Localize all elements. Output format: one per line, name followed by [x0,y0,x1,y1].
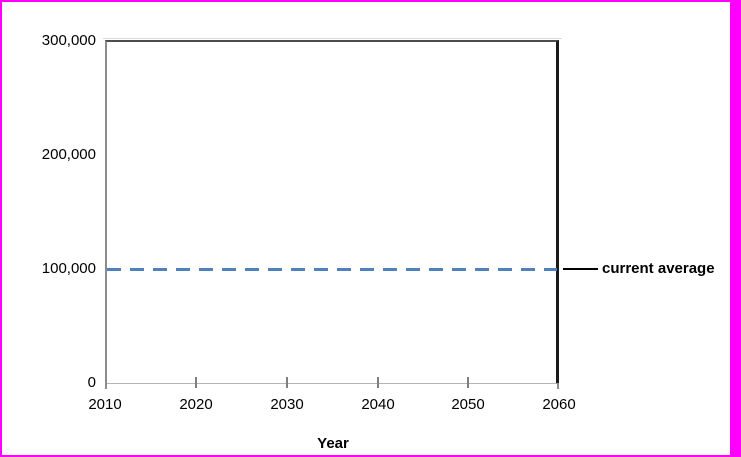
x-axis-tick-label: 2010 [88,396,122,413]
y-axis-tick-label: 200,000 [41,146,96,163]
y-axis-tick-label: 300,000 [41,32,96,49]
x-axis-tick-mark [377,377,379,388]
x-axis-tick-label: 2050 [451,396,485,413]
annotation-label: current average [602,260,715,277]
x-axis-tick-mark [105,383,107,389]
plot-border-highlight [103,38,562,39]
x-axis-title: Year [317,435,349,452]
frame-border-right [730,0,741,457]
x-axis-tick-mark [195,377,197,388]
x-axis-tick-mark [557,383,559,389]
x-axis-tick-label: 2030 [270,396,304,413]
plot-area [105,40,559,384]
current-average-line [107,268,557,271]
x-axis-tick-label: 2060 [542,396,576,413]
frame-border-bottom [0,455,741,457]
x-axis-tick-mark [467,377,469,388]
x-axis-tick-label: 2040 [361,396,395,413]
x-axis-tick-mark [286,377,288,388]
frame-border-top [0,0,741,2]
y-axis-tick-label: 100,000 [41,260,96,277]
frame-border-left [0,0,2,457]
y-axis-tick-label: 0 [87,374,96,391]
x-axis-tick-label: 2020 [179,396,213,413]
annotation-leader-line [563,268,598,270]
